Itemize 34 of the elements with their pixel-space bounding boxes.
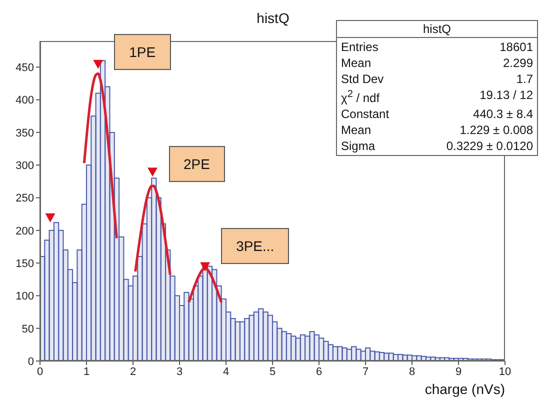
text: χ$^{2}$ / ndf 19.13 / 12 [341, 88, 533, 105]
text: histQ [337, 21, 537, 38]
y-tick-label: 400 [16, 94, 34, 107]
y-tick-label: 250 [16, 192, 34, 205]
annotation: 2PE [168, 146, 225, 182]
text: Std Dev 1.7 [341, 72, 533, 86]
annotation: 1PE [114, 34, 171, 70]
x-tick-label: 10 [498, 366, 512, 378]
x-tick-label: 4 [222, 366, 230, 378]
x-tick-label: 7 [362, 366, 369, 378]
x-tick-label: 3 [176, 366, 183, 378]
x-tick-label: 8 [408, 366, 416, 378]
text: Entries 18601 [341, 40, 533, 54]
text: Sigma 0.3229 ± 0.0120 [341, 139, 533, 153]
y-tick-label: 150 [16, 258, 34, 270]
chart-title: histQ [256, 10, 290, 26]
x-tick-label: 6 [316, 366, 322, 378]
x-tick-label: 5 [269, 366, 276, 378]
text: Constant 440.3 ± 8.4 [341, 107, 533, 121]
y-tick-label: 300 [16, 160, 34, 172]
annotation: 3PE... [221, 228, 290, 264]
y-tick-label: 200 [16, 225, 34, 238]
x-tick-label: 9 [455, 366, 462, 378]
text: Mean 2.299 [341, 56, 533, 70]
x-tick-label: 1 [83, 366, 90, 378]
y-tick-label: 350 [16, 127, 34, 140]
x-axis-title: charge (nVs) [424, 381, 505, 397]
y-tick-label: 50 [22, 323, 34, 336]
x-tick-label: 2 [130, 366, 136, 378]
x-tick-label: 0 [36, 366, 44, 378]
text: Mean 1.229 ± 0.008 [341, 123, 533, 137]
y-tick-label: 0 [28, 356, 34, 368]
y-tick-label: 450 [16, 62, 34, 74]
y-tick-label: 100 [16, 290, 34, 303]
